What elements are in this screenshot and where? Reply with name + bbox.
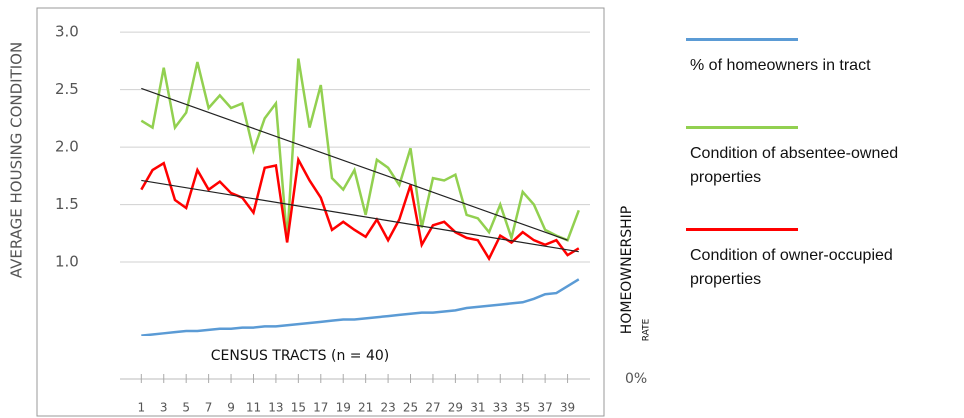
x-tick-label: 17 xyxy=(313,401,328,415)
x-tick-label: 15 xyxy=(291,401,306,415)
legend-swatch xyxy=(686,38,798,41)
y-axis-title: AVERAGE HOUSING CONDITION xyxy=(8,42,26,278)
x-tick-label: 5 xyxy=(182,401,190,415)
legend-label: Condition of owner-occupied properties xyxy=(690,247,893,288)
series-line xyxy=(141,278,580,337)
x-tick-label: 37 xyxy=(537,401,552,415)
legend-swatch xyxy=(686,126,798,129)
x-tick-label: 33 xyxy=(493,401,508,415)
y2-axis-title: HOMEOWNERSHIP xyxy=(619,206,635,334)
x-tick-label: 19 xyxy=(336,401,351,415)
x-tick-label: 29 xyxy=(448,401,463,415)
legend-label: % of homeowners in tract xyxy=(690,57,871,74)
y-tick-label: 3.0 xyxy=(55,23,79,41)
x-tick-label: 13 xyxy=(268,401,283,415)
y-tick-label: 2.5 xyxy=(55,80,79,98)
x-tick-label: 3 xyxy=(160,401,168,415)
x-axis-title: CENSUS TRACTS (n = 40) xyxy=(211,348,390,364)
y2-tick-label: 0% xyxy=(625,371,647,387)
y-tick-label: 2.0 xyxy=(55,138,79,156)
x-tick-label: 39 xyxy=(560,401,575,415)
x-tick-label: 9 xyxy=(227,401,235,415)
x-tick-label: 23 xyxy=(380,401,395,415)
x-tick-label: 27 xyxy=(425,401,440,415)
legend-swatch xyxy=(686,228,798,231)
series-line xyxy=(140,155,580,262)
x-tick-label: 11 xyxy=(246,401,261,415)
x-tick-label: 35 xyxy=(515,401,530,415)
x-label-box xyxy=(125,336,565,372)
trend-line xyxy=(141,87,568,241)
trend-line xyxy=(141,179,579,253)
y2-axis-subtitle: RATE xyxy=(642,318,652,341)
x-tick-label: 1 xyxy=(137,401,145,415)
x-tick-label: 7 xyxy=(205,401,213,415)
x-tick-label: 21 xyxy=(358,401,373,415)
frame xyxy=(36,7,605,417)
y-tick-label: 1.5 xyxy=(55,195,79,213)
legend-label: Condition of absentee-owned properties xyxy=(690,145,899,186)
y-tick-label: 1.0 xyxy=(55,253,79,271)
x-tick-label: 31 xyxy=(470,401,485,415)
series-line xyxy=(140,58,580,243)
x-tick-label: 25 xyxy=(403,401,418,415)
